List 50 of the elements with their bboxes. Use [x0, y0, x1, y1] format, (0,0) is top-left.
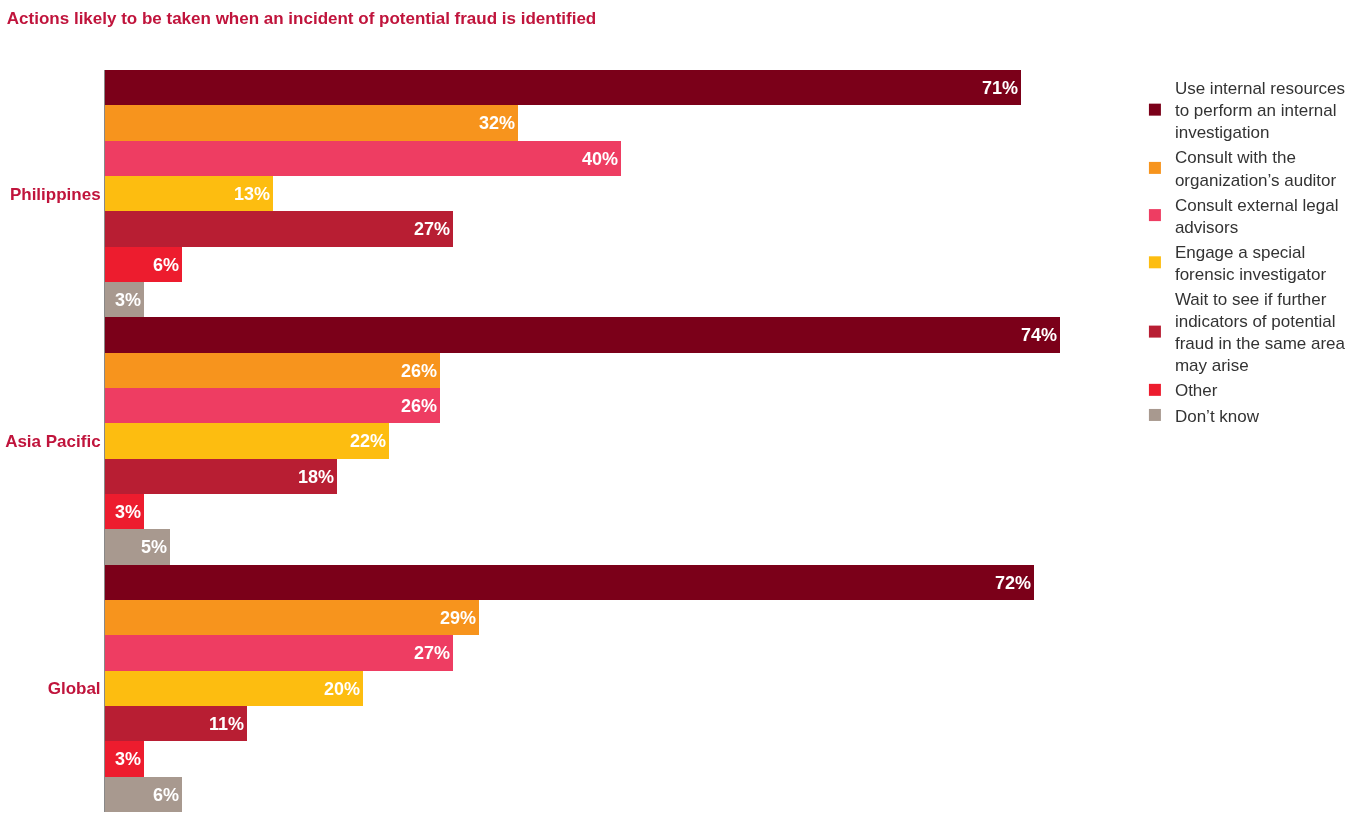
legend-label: Consult external legal advisors: [1174, 195, 1339, 237]
data-label: 32%: [478, 113, 515, 133]
bar: [105, 423, 389, 459]
data-label: 27%: [413, 219, 450, 239]
bar: [105, 353, 440, 388]
bar: [105, 70, 1021, 105]
bar: [105, 176, 273, 211]
bar: [105, 600, 479, 635]
bar: [105, 671, 363, 706]
data-label: 5%: [140, 537, 167, 557]
data-label: 27%: [413, 643, 450, 663]
bar: [105, 211, 453, 247]
y-tick-label: Global: [47, 679, 101, 699]
bar: [105, 105, 518, 141]
data-label: 22%: [349, 431, 386, 451]
data-label: 26%: [400, 360, 437, 381]
data-label: 29%: [439, 607, 476, 628]
chart-title: Actions likely to be taken when an incident of potential fraud is identified: [6, 9, 597, 29]
bar: [105, 247, 182, 282]
data-label: 11%: [208, 713, 244, 734]
bar: [105, 706, 247, 741]
data-label: 74%: [1020, 325, 1057, 345]
legend-label: Wait to see if further indicators of potential fraud in the same area may arise: [1174, 290, 1346, 376]
bar: [105, 565, 1034, 600]
bar: [105, 459, 337, 494]
bar: [105, 777, 182, 812]
data-label: 6%: [152, 784, 179, 805]
legend-label: Engage a special forensic investigator: [1174, 242, 1327, 284]
legend-label: Consult with the organization’s auditor: [1174, 148, 1337, 190]
data-label: 26%: [400, 395, 437, 416]
data-label: 3%: [114, 501, 141, 522]
legend-label: Other: [1174, 381, 1218, 401]
bar: [105, 141, 621, 176]
y-tick-label: Philippines: [9, 184, 101, 204]
data-label: 18%: [297, 466, 334, 487]
data-label: 3%: [114, 749, 141, 769]
data-label: 72%: [994, 572, 1031, 593]
bar: [105, 529, 170, 565]
data-label: 40%: [581, 148, 618, 169]
y-tick-label: Asia Pacific: [5, 431, 101, 451]
bar: [105, 635, 453, 671]
data-label: 3%: [114, 289, 141, 310]
legend-label: Use internal resources to perform an internal investigation: [1174, 79, 1345, 143]
legend-label: Don’t know: [1174, 406, 1260, 426]
bar: [105, 388, 440, 423]
bar: [105, 317, 1060, 353]
data-label: 6%: [152, 254, 179, 275]
data-label: 71%: [981, 77, 1018, 98]
data-label: 13%: [233, 183, 270, 204]
data-label: 20%: [323, 678, 360, 699]
